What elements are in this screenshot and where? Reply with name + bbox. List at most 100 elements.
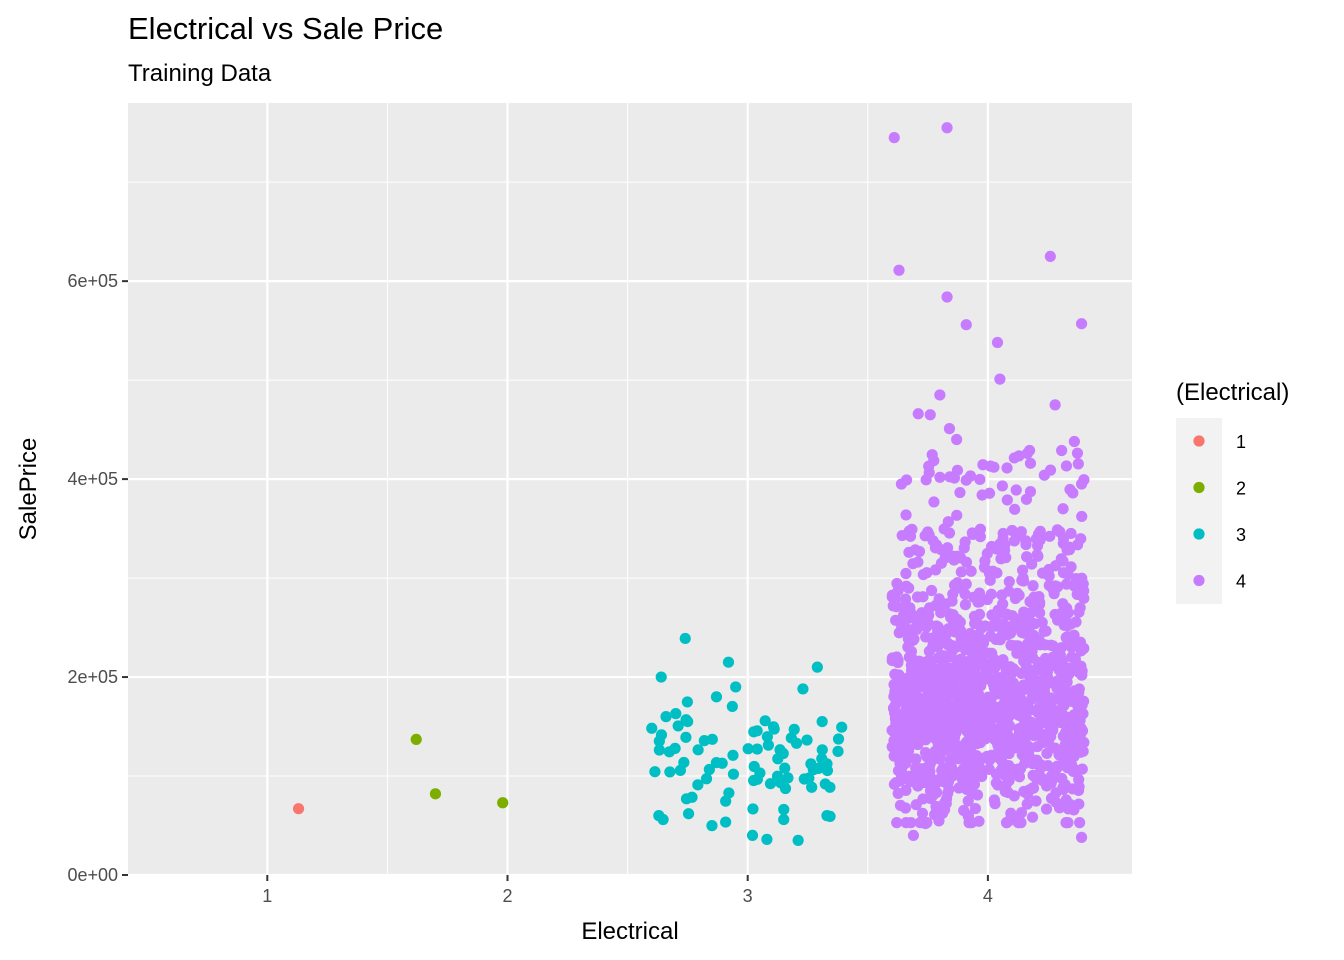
data-point [1070,616,1082,628]
data-point [1016,564,1029,576]
data-point [1024,486,1037,498]
data-point [663,746,675,758]
data-point [936,764,948,777]
data-point [655,671,667,683]
data-point [930,806,942,818]
data-point [905,817,917,829]
data-point [801,734,813,746]
data-point [971,738,983,750]
data-point [720,816,732,828]
data-point [1076,510,1088,523]
data-point [1023,622,1035,634]
data-point [925,584,938,597]
data-point [1034,762,1047,774]
data-point [924,409,936,421]
data-point [1071,588,1083,600]
data-point [779,762,791,774]
data-point [951,714,964,726]
data-point [991,336,1004,349]
data-point [939,720,951,732]
data-point [410,733,422,746]
data-point [890,777,902,789]
data-point [726,700,738,713]
data-point [893,715,905,728]
data-point [1038,686,1050,698]
data-point [889,595,901,607]
data-point [947,588,959,600]
data-point [891,577,903,590]
data-point [1031,773,1043,785]
data-point [959,599,972,611]
data-point [900,784,912,796]
data-point [923,656,936,668]
data-point [1041,747,1053,760]
data-point [1046,676,1058,689]
data-point [660,711,672,723]
data-point [916,807,929,819]
x-tick-label: 3 [743,886,753,906]
data-point [992,749,1005,761]
data-point [910,753,922,765]
data-point [816,715,828,728]
data-point [706,733,718,745]
data-point [920,621,933,633]
data-point [1052,581,1064,593]
data-point [968,638,980,650]
data-point [1018,697,1030,710]
data-point [1044,250,1056,263]
data-point [1057,782,1069,794]
data-point [1068,685,1081,697]
data-point [962,734,974,746]
data-point [1075,660,1087,672]
data-point [803,772,815,784]
data-point [1026,645,1038,657]
data-point [1044,530,1056,542]
data-point [910,799,922,811]
data-point [912,408,924,420]
data-point [958,542,970,554]
data-point [1015,817,1027,829]
y-tick-label: 0e+00 [67,865,118,885]
data-point [951,654,964,667]
data-point [706,820,718,832]
data-point [754,767,766,779]
data-point [978,561,991,573]
data-point [999,687,1011,699]
data-point [1017,575,1030,587]
data-point [680,731,692,743]
data-point [913,715,926,727]
data-point [1049,399,1061,411]
data-point [982,647,994,659]
data-point [984,460,997,472]
legend-label-4: 4 [1236,572,1246,592]
data-point [1044,464,1057,476]
legend-key-2 [1193,481,1205,494]
data-point [951,577,964,589]
data-point [972,758,984,770]
data-point [821,758,833,770]
data-point [1022,747,1034,760]
data-point [1054,526,1066,538]
data-point [1001,494,1013,506]
data-point [1013,450,1025,462]
data-point [1038,736,1050,749]
data-point [1075,831,1088,843]
data-point [893,264,905,276]
data-point [1009,592,1022,605]
data-point [751,743,763,755]
data-point [912,556,924,568]
data-point [775,777,787,789]
data-point [896,685,908,697]
data-point [824,781,836,793]
data-point [670,708,682,720]
data-point [1055,553,1067,565]
data-point [811,661,823,673]
x-tick-label: 2 [502,886,512,906]
data-point [727,749,739,761]
data-point [962,795,974,807]
data-point [930,694,942,707]
data-point [928,496,940,508]
data-point [945,761,957,773]
y-tick-label: 4e+05 [67,469,118,489]
data-point [653,744,665,756]
